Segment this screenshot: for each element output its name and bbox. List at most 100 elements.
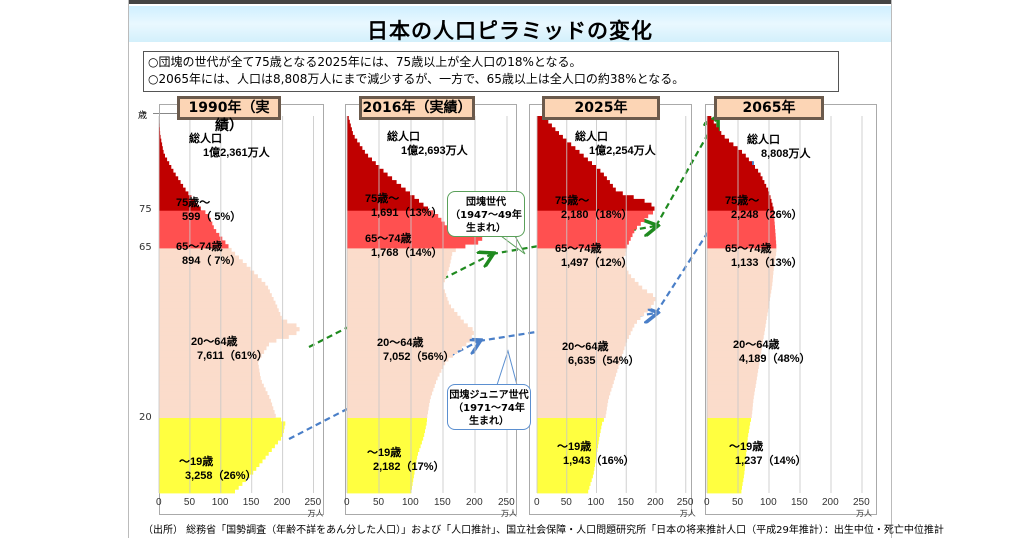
age-bar: [347, 293, 447, 298]
x-tick-label: 0: [156, 497, 162, 508]
age-bar: [537, 474, 593, 479]
age-bar: [707, 406, 753, 411]
x-tick-label: 200: [822, 497, 839, 508]
age-bar: [159, 191, 189, 196]
age-bar: [537, 353, 623, 358]
age-bar: [347, 225, 448, 230]
title-band: 日本の人口ピラミッドの変化: [129, 6, 891, 43]
age-bar: [159, 134, 161, 140]
age-bar: [537, 334, 629, 339]
age-bar: [347, 232, 478, 238]
age-bar: [159, 138, 162, 143]
age-group-label: ～19歳 3,258（26%）: [179, 455, 257, 483]
age-bar: [347, 187, 406, 192]
age-bar: [707, 346, 762, 351]
x-tick-label: 250: [676, 497, 694, 508]
age-bar: [159, 379, 262, 385]
age-bar: [537, 361, 620, 366]
age-bar: [537, 477, 592, 483]
age-bar: [347, 364, 444, 369]
age-bar: [347, 289, 445, 294]
age-bar: [347, 165, 380, 170]
age-bar: [159, 270, 255, 275]
age-bar: [537, 247, 627, 253]
age-bar: [537, 149, 580, 155]
age-tick-label: 20: [139, 411, 152, 423]
age-bar: [707, 240, 777, 245]
age-bar: [707, 474, 744, 479]
age-bar: [707, 342, 763, 347]
age-bar: [707, 217, 775, 222]
age-bar: [347, 127, 352, 132]
age-bar: [537, 312, 645, 317]
age-bar: [347, 251, 453, 256]
age-bar: [347, 266, 449, 271]
age-bar: [159, 402, 273, 407]
age-bar: [159, 349, 265, 354]
age-bar: [537, 357, 621, 362]
age-bar: [159, 357, 260, 362]
age-bar: [537, 210, 653, 215]
age-bar: [707, 285, 772, 290]
age-bar: [707, 349, 762, 354]
age-bar: [537, 330, 631, 336]
age-bar: [707, 402, 753, 407]
age-bar: [537, 383, 613, 388]
age-bar: [159, 327, 300, 332]
age-bar: [707, 444, 747, 449]
age-bar: [707, 270, 774, 275]
total-population: 総人口 8,808万人: [747, 133, 811, 161]
age-bar: [347, 436, 424, 441]
age-bar: [707, 289, 772, 294]
age-bar: [347, 481, 413, 486]
age-bar: [537, 146, 576, 151]
age-bar: [347, 263, 450, 268]
age-group-name: 75歳～: [725, 195, 760, 207]
age-bar: [537, 300, 654, 305]
age-bar: [347, 176, 393, 181]
age-bar: [707, 338, 764, 343]
x-unit-label: 万人: [856, 509, 872, 518]
age-bar: [537, 323, 635, 328]
age-bar: [707, 455, 746, 460]
age-bar: [347, 346, 462, 351]
age-bar: [537, 138, 567, 143]
age-bar: [159, 440, 278, 445]
age-group-value: 599（ 5%）: [182, 211, 242, 223]
x-tick-label: 0: [344, 497, 350, 508]
age-bar: [347, 432, 425, 437]
age-bar: [707, 183, 767, 189]
age-bar: [537, 440, 599, 445]
age-bar: [159, 214, 210, 219]
age-bar: [347, 406, 429, 411]
age-bar: [537, 168, 601, 173]
age-bar: [707, 157, 749, 162]
age-group-name: ～19歳: [179, 456, 214, 468]
age-bar: [707, 142, 734, 147]
age-bar: [537, 198, 645, 204]
x-tick-label: 200: [466, 497, 483, 508]
age-bar: [537, 436, 600, 441]
age-bar: [707, 413, 752, 418]
age-bar: [159, 481, 243, 486]
age-bar: [159, 489, 235, 494]
x-tick-label: 150: [791, 497, 808, 508]
age-group-value: 2,182（17%）: [373, 461, 445, 473]
x-unit-label: 万人: [679, 509, 696, 518]
age-bar: [159, 236, 223, 241]
age-bar: [347, 413, 428, 418]
age-bar: [159, 206, 201, 211]
age-group-label: 65～74歳 1,133（13%）: [725, 242, 803, 270]
x-unit-label: 万人: [501, 509, 517, 518]
age-bar: [159, 338, 277, 343]
age-bar: [537, 413, 606, 418]
age-bar: [159, 395, 270, 400]
age-bar: [537, 485, 590, 490]
age-bar: [159, 451, 269, 456]
age-bar: [159, 229, 217, 234]
age-group-value: 3,258（26%）: [185, 470, 257, 482]
x-tick-label: 100: [402, 497, 419, 508]
age-bar: [537, 387, 612, 392]
age-bar: [347, 172, 388, 177]
age-bar: [537, 274, 632, 279]
